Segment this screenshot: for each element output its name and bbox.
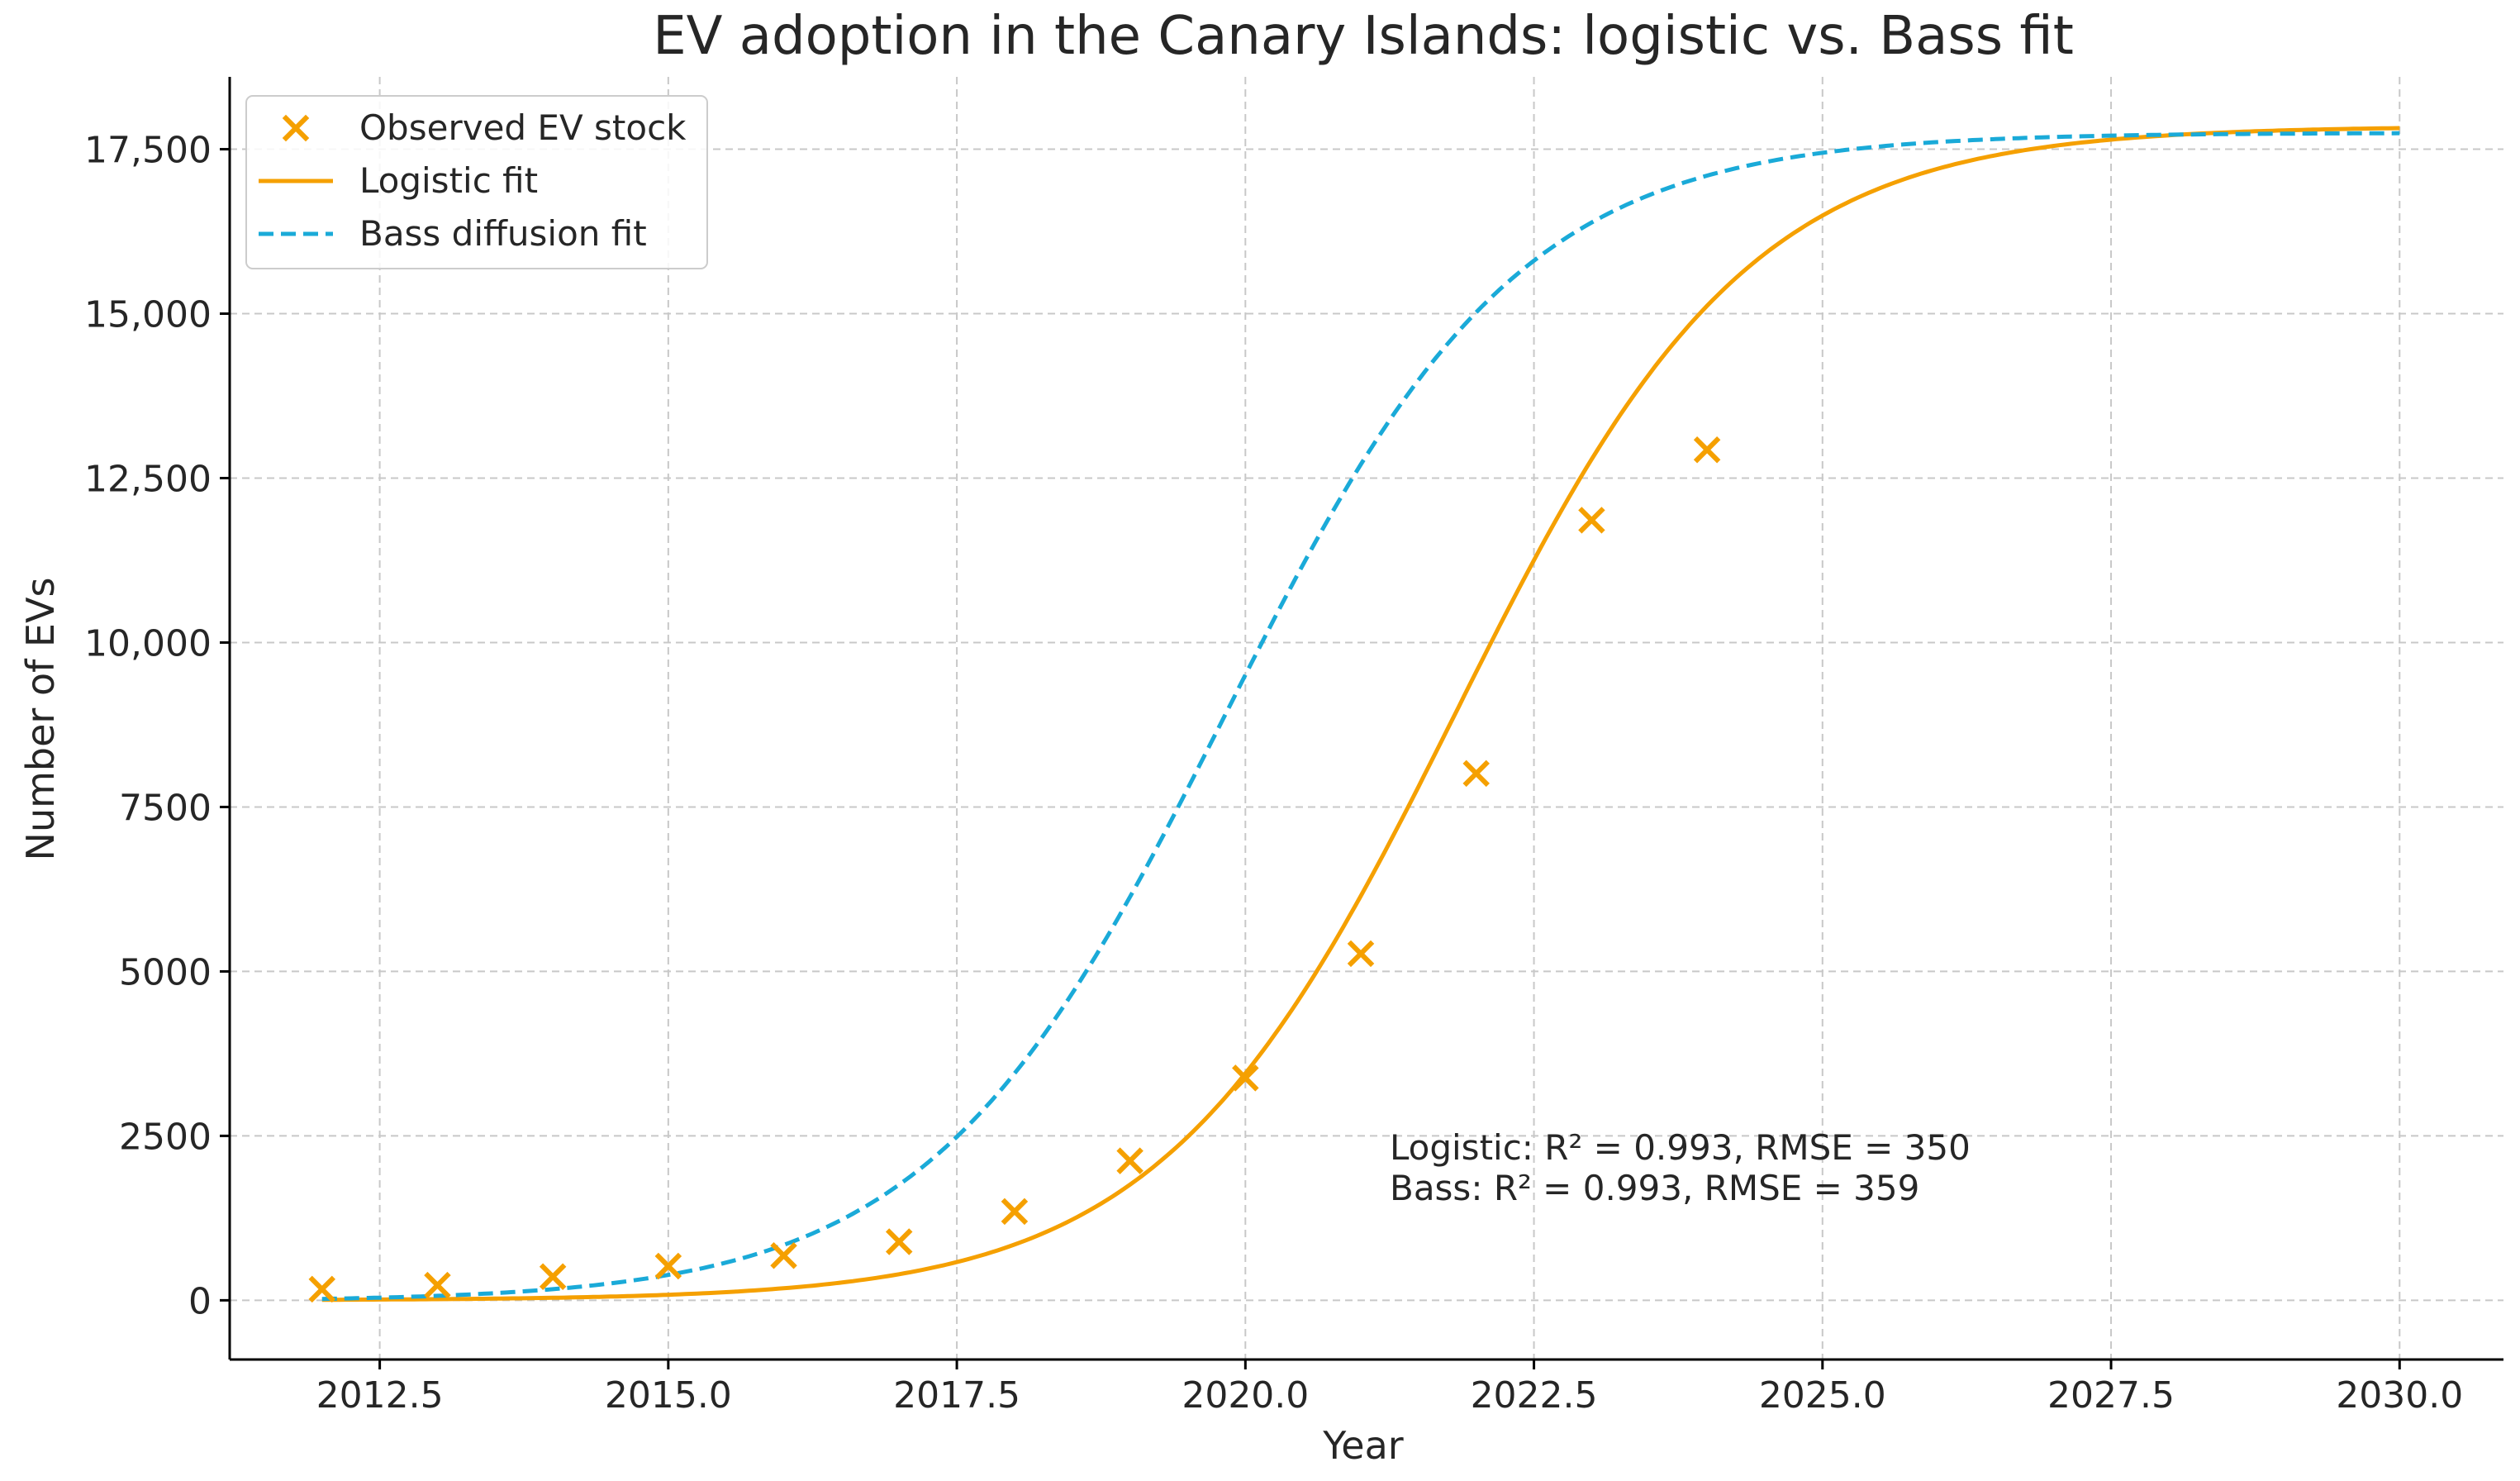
series-line-logistic bbox=[321, 126, 2400, 1302]
ticks: 2012.5 2015.0 2017.5 2020.0 2022.5 2025.0 2027… bbox=[84, 130, 2463, 1417]
y-tick-label: 0 bbox=[188, 1280, 212, 1322]
x-tick-label: 2030.0 bbox=[2336, 1374, 2463, 1417]
legend-marker-x-icon bbox=[282, 114, 310, 142]
annotation-bass: Bass: R² = 0.993, RMSE = 359 bbox=[1390, 1168, 1919, 1208]
observed-point bbox=[539, 1263, 567, 1290]
observed-point bbox=[1347, 940, 1375, 968]
legend-label-logistic: Logistic fit bbox=[359, 160, 538, 201]
legend-label-observed: Observed EV stock bbox=[359, 107, 687, 148]
x-tick-label: 2017.5 bbox=[893, 1374, 1020, 1417]
x-tick-label: 2020.0 bbox=[1182, 1374, 1309, 1417]
observed-point bbox=[308, 1275, 335, 1303]
legend-item-observed: Observed EV stock bbox=[282, 107, 687, 148]
x-tick-label: 2015.0 bbox=[605, 1374, 732, 1417]
legend-box bbox=[245, 95, 708, 269]
observed-point bbox=[770, 1242, 797, 1269]
observed-point bbox=[885, 1228, 913, 1255]
observed-point bbox=[654, 1252, 682, 1280]
plot-area bbox=[308, 126, 2400, 1303]
x-tick-label: 2022.5 bbox=[1471, 1374, 1598, 1417]
legend-item-bass: Bass diffusion fit bbox=[259, 213, 647, 254]
y-tick-label: 12,500 bbox=[84, 458, 212, 500]
y-tick-label: 2500 bbox=[119, 1116, 212, 1158]
x-axis-label: Year bbox=[1322, 1423, 1403, 1468]
fit-stats-annotation: Logistic: R² = 0.993, RMSE = 350 Bass: R… bbox=[1390, 1127, 1971, 1208]
y-tick-label: 17,500 bbox=[84, 130, 212, 172]
x-tick-label: 2027.5 bbox=[2047, 1374, 2175, 1417]
legend-item-logistic: Logistic fit bbox=[259, 160, 538, 201]
x-tick-label: 2012.5 bbox=[316, 1374, 444, 1417]
observed-point bbox=[1232, 1064, 1259, 1092]
observed-point bbox=[424, 1271, 451, 1299]
observed-point bbox=[1001, 1198, 1029, 1226]
annotation-logistic: Logistic: R² = 0.993, RMSE = 350 bbox=[1390, 1127, 1971, 1168]
observed-point bbox=[1693, 436, 1721, 464]
x-tick-label: 2025.0 bbox=[1759, 1374, 1886, 1417]
series-line-bass bbox=[321, 131, 2400, 1302]
axes bbox=[228, 77, 2503, 1361]
y-tick-label: 10,000 bbox=[84, 622, 212, 664]
y-tick-label: 15,000 bbox=[84, 294, 212, 336]
observed-point bbox=[1578, 507, 1605, 534]
chart-title: EV adoption in the Canary Islands: logis… bbox=[653, 6, 2074, 67]
observed-point bbox=[1116, 1147, 1144, 1174]
legend: Observed EV stock Logistic fit Bass diff… bbox=[245, 95, 708, 269]
y-tick-label: 5000 bbox=[119, 951, 212, 993]
legend-label-bass: Bass diffusion fit bbox=[359, 213, 647, 254]
observed-point bbox=[1462, 760, 1490, 788]
y-axis-label: Number of EVs bbox=[18, 578, 63, 861]
y-tick-label: 7500 bbox=[119, 787, 212, 829]
